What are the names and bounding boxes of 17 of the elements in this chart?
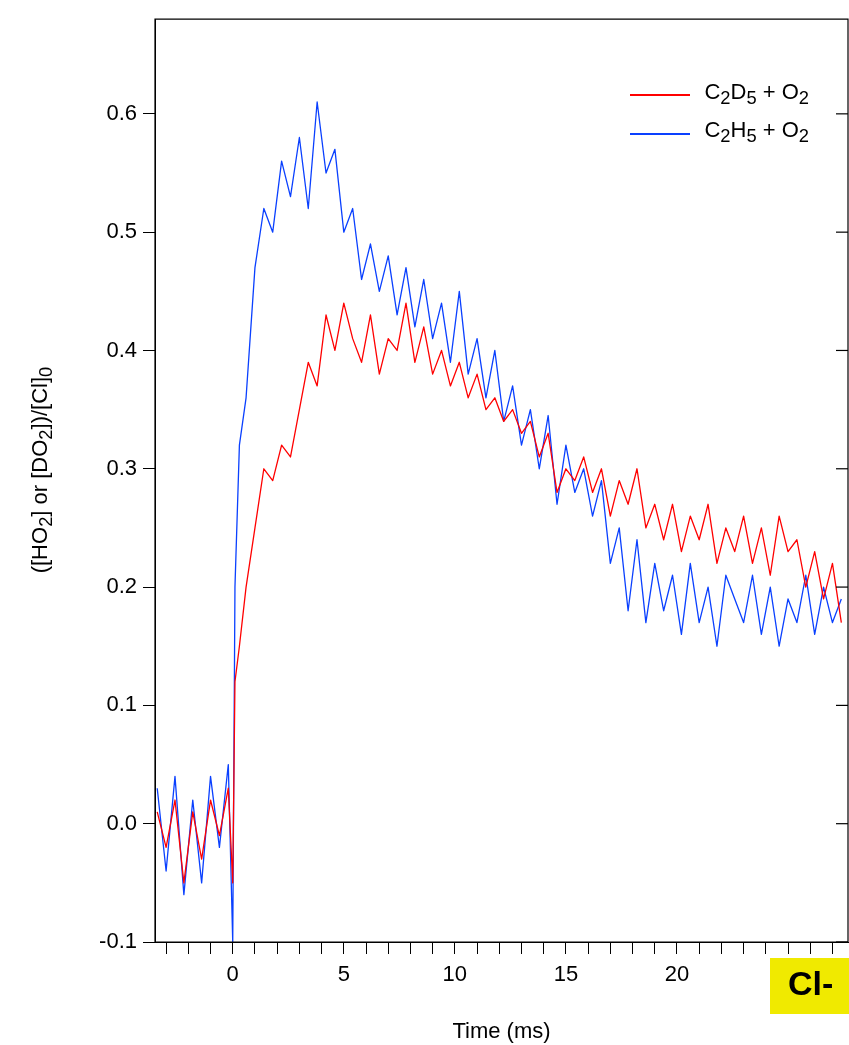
text: Cl-	[770, 958, 849, 1014]
x-tick-label: 10	[442, 961, 468, 987]
x-tick-label: 15	[553, 961, 579, 987]
x-tick-label: 20	[664, 961, 690, 987]
legend-label: C$_{2}$D$_{5}$ + O$_{2}$	[704, 78, 809, 111]
y-tick-label: 0.3	[106, 454, 137, 480]
y-tick-label: 0.0	[106, 809, 137, 835]
y-tick-label: 0.6	[106, 99, 137, 125]
y-tick-label: -0.1	[99, 928, 137, 954]
y-tick-label: 0.2	[106, 573, 137, 599]
x-tick-label: 0	[226, 961, 239, 987]
legend-label: C$_{2}$H$_{5}$ + O$_{2}$	[704, 116, 809, 149]
x-tick-label: 5	[337, 961, 350, 987]
y-tick-label: 0.5	[106, 218, 137, 244]
y-tick-label: 0.4	[106, 336, 137, 362]
y-tick-label: 0.1	[106, 691, 137, 717]
x-axis-title: Time (ms)	[452, 1017, 551, 1043]
